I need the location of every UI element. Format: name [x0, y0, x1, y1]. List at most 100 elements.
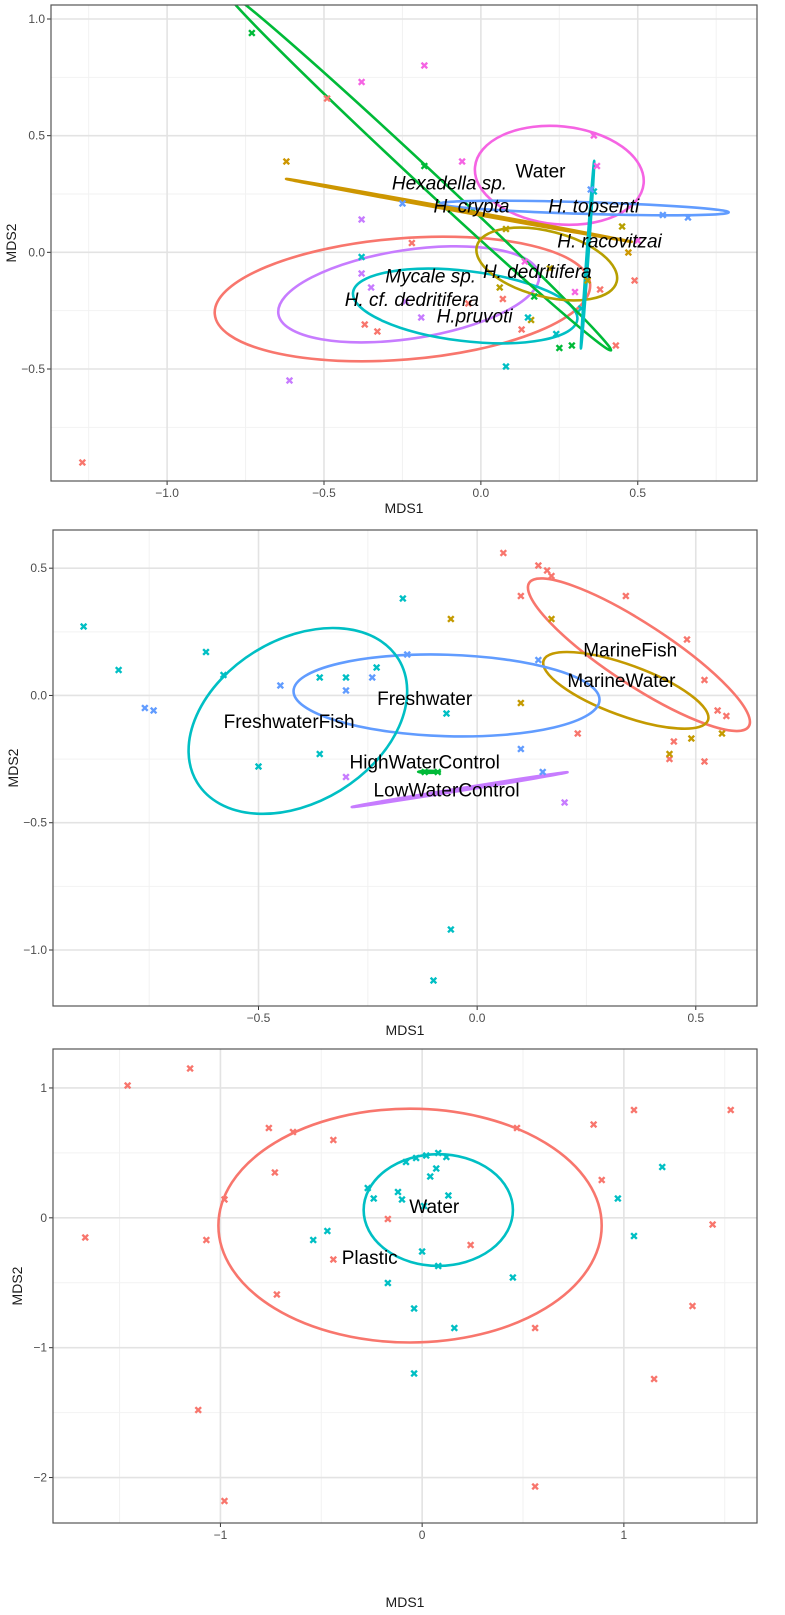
data-point: ✖ — [264, 1122, 273, 1135]
data-point: ✖ — [81, 1231, 90, 1244]
data-point: ✖ — [534, 560, 543, 573]
data-point: ✖ — [613, 1192, 622, 1205]
x-axis-title: MDS1 — [386, 1022, 425, 1038]
data-point: ✖ — [201, 646, 210, 659]
data-point: ✖ — [220, 1194, 229, 1207]
data-point: ✖ — [202, 1234, 211, 1247]
panel-border — [50, 4, 758, 482]
y-tick-label: 0.0 — [28, 245, 45, 259]
panel-bottom: −1 0 1−2−101✖✖✖✖ ✖✖✖✖✖✖✖✖✖✖ ✖✖✖ ✖✖✖✖✖✖✖✖✖ ✖ ✖ ✖✖… — [9, 1048, 758, 1610]
y-tick-label: 0 — [40, 1211, 47, 1225]
group-ellipse — [217, 1107, 603, 1344]
data-point: ✖ — [247, 27, 256, 40]
data-point: ✖ — [186, 1062, 195, 1075]
x-tick-label: −0.5 — [312, 486, 336, 500]
group-label: H. dedritifera — [483, 262, 592, 283]
data-point: ✖ — [567, 340, 576, 353]
data-point: ✖ — [713, 705, 722, 718]
data-point: ✖ — [516, 590, 525, 603]
x-tick-label: −0.5 — [247, 1011, 271, 1025]
data-point: ✖ — [422, 1149, 431, 1162]
data-point: ✖ — [309, 1234, 318, 1247]
data-point: ✖ — [570, 286, 579, 299]
x-tick-label: 0.0 — [473, 486, 490, 500]
data-point: ✖ — [597, 1174, 606, 1187]
group-ellipse — [438, 199, 730, 217]
data-point: ✖ — [418, 1246, 427, 1259]
data-point: ✖ — [589, 130, 598, 143]
data-point: ✖ — [323, 92, 332, 105]
data-point: ✖ — [545, 263, 554, 276]
data-point: ✖ — [708, 1218, 717, 1231]
plot-background — [53, 1049, 757, 1523]
group-ellipse — [223, 5, 613, 352]
data-point: ✖ — [401, 1156, 410, 1169]
data-point: ✖ — [538, 766, 547, 779]
data-point: ✖ — [501, 223, 510, 236]
data-point: ✖ — [501, 361, 510, 374]
data-point: ✖ — [194, 1404, 203, 1417]
data-point: ✖ — [411, 1152, 420, 1165]
data-point: ✖ — [409, 1303, 418, 1316]
data-point: ✖ — [687, 733, 696, 746]
data-point: ✖ — [432, 1162, 441, 1175]
data-point: ✖ — [621, 590, 630, 603]
data-point: ✖ — [409, 1368, 418, 1381]
data-point: ✖ — [114, 664, 123, 677]
data-point: ✖ — [254, 761, 263, 774]
y-tick-label: 1.0 — [28, 12, 45, 26]
group-label: H. topsenti — [548, 197, 640, 218]
data-point: ✖ — [683, 211, 692, 224]
data-point: ✖ — [516, 697, 525, 710]
data-point: ✖ — [520, 256, 529, 269]
group-label: H. crypta — [433, 197, 509, 218]
group-label: Mycale sp. — [385, 267, 476, 288]
data-point: ✖ — [276, 679, 285, 692]
x-tick-label: 0.5 — [629, 486, 646, 500]
group-label: Freshwater — [377, 689, 473, 710]
data-point: ✖ — [383, 1277, 392, 1290]
data-point: ✖ — [534, 654, 543, 667]
data-point: ✖ — [530, 1322, 539, 1335]
data-point: ✖ — [368, 672, 377, 685]
data-point: ✖ — [495, 281, 504, 294]
x-tick-label: −1 — [214, 1528, 228, 1542]
plot-background — [53, 530, 757, 1006]
group-ellipse — [284, 177, 634, 244]
x-axis-title: MDS1 — [386, 1594, 425, 1610]
data-point: ✖ — [397, 1194, 406, 1207]
x-tick-label: 1 — [621, 1528, 628, 1542]
data-point: ✖ — [726, 1104, 735, 1117]
panel-border — [52, 1048, 758, 1524]
data-point: ✖ — [464, 298, 473, 311]
data-point: ✖ — [547, 613, 556, 626]
y-axis-title: MDS2 — [9, 1266, 25, 1305]
group-label: HighWaterControl — [350, 753, 500, 774]
group-label: Water — [516, 162, 567, 183]
data-point: ✖ — [393, 1186, 402, 1199]
x-tick-label: −1.0 — [155, 486, 179, 500]
data-point: ✖ — [517, 323, 526, 336]
data-point: ✖ — [373, 326, 382, 339]
data-point: ✖ — [383, 1213, 392, 1226]
data-point: ✖ — [629, 1230, 638, 1243]
y-tick-label: −1.0 — [23, 943, 47, 957]
data-point: ✖ — [357, 267, 366, 280]
data-point: ✖ — [573, 728, 582, 741]
data-point: ✖ — [442, 707, 451, 720]
data-point: ✖ — [401, 295, 410, 308]
data-point: ✖ — [586, 183, 595, 196]
y-tick-label: 0.5 — [28, 129, 45, 143]
data-point: ✖ — [434, 1260, 443, 1273]
data-point: ✖ — [79, 621, 88, 634]
data-point: ✖ — [624, 246, 633, 259]
group-ellipse — [541, 650, 710, 731]
data-point: ✖ — [650, 1373, 659, 1386]
data-point: ✖ — [523, 312, 532, 325]
data-point: ✖ — [530, 1481, 539, 1494]
data-point: ✖ — [596, 284, 605, 297]
data-point: ✖ — [633, 235, 642, 248]
data-point: ✖ — [688, 1300, 697, 1313]
data-point: ✖ — [555, 342, 564, 355]
group-label: H. cf. dedritifera — [345, 290, 479, 311]
